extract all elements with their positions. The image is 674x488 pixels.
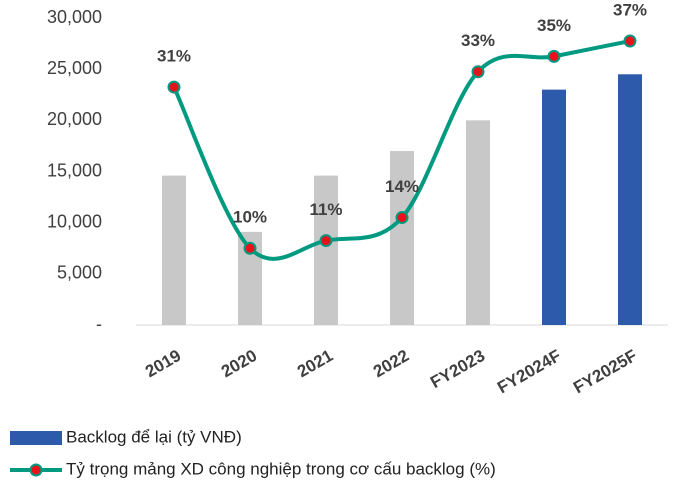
data-label: 37%: [613, 1, 647, 20]
x-tick-label: 2022: [370, 346, 412, 381]
x-tick-label: 2019: [142, 346, 184, 381]
data-label: 10%: [233, 208, 267, 227]
bar: [314, 175, 338, 325]
legend-swatch: [10, 431, 62, 445]
data-label: 31%: [157, 47, 191, 66]
marker: [471, 65, 485, 79]
legend-marker: [29, 463, 43, 477]
y-tick-label: -: [96, 314, 102, 334]
data-label: 33%: [461, 31, 495, 50]
legend-label: Tỷ trọng mảng XD công nghiệp trong cơ cấ…: [66, 459, 496, 478]
data-label: 35%: [537, 16, 571, 35]
y-tick-label: 5,000: [57, 263, 102, 283]
legend-label: Backlog để lại (tỷ VNĐ): [66, 427, 242, 446]
bar: [162, 175, 186, 325]
bar: [466, 120, 490, 325]
bar: [542, 89, 566, 325]
y-tick-label: 30,000: [47, 7, 102, 27]
y-tick-label: 10,000: [47, 211, 102, 231]
y-tick-label: 25,000: [47, 58, 102, 78]
bar: [390, 151, 414, 325]
x-tick-label: 2020: [218, 346, 260, 381]
y-tick-label: 20,000: [47, 109, 102, 129]
x-tick-label: 2021: [294, 346, 336, 381]
marker: [319, 234, 333, 248]
bar: [618, 74, 642, 326]
y-tick-label: 15,000: [47, 160, 102, 180]
marker: [395, 211, 409, 225]
marker: [623, 34, 637, 48]
marker: [167, 80, 181, 94]
x-tick-label: FY2023: [427, 346, 488, 392]
data-label: 11%: [309, 200, 342, 219]
x-tick-label: FY2025F: [570, 346, 640, 397]
x-tick-label: FY2024F: [494, 346, 564, 397]
data-label: 14%: [385, 177, 419, 196]
marker: [243, 241, 257, 255]
marker: [547, 49, 561, 63]
